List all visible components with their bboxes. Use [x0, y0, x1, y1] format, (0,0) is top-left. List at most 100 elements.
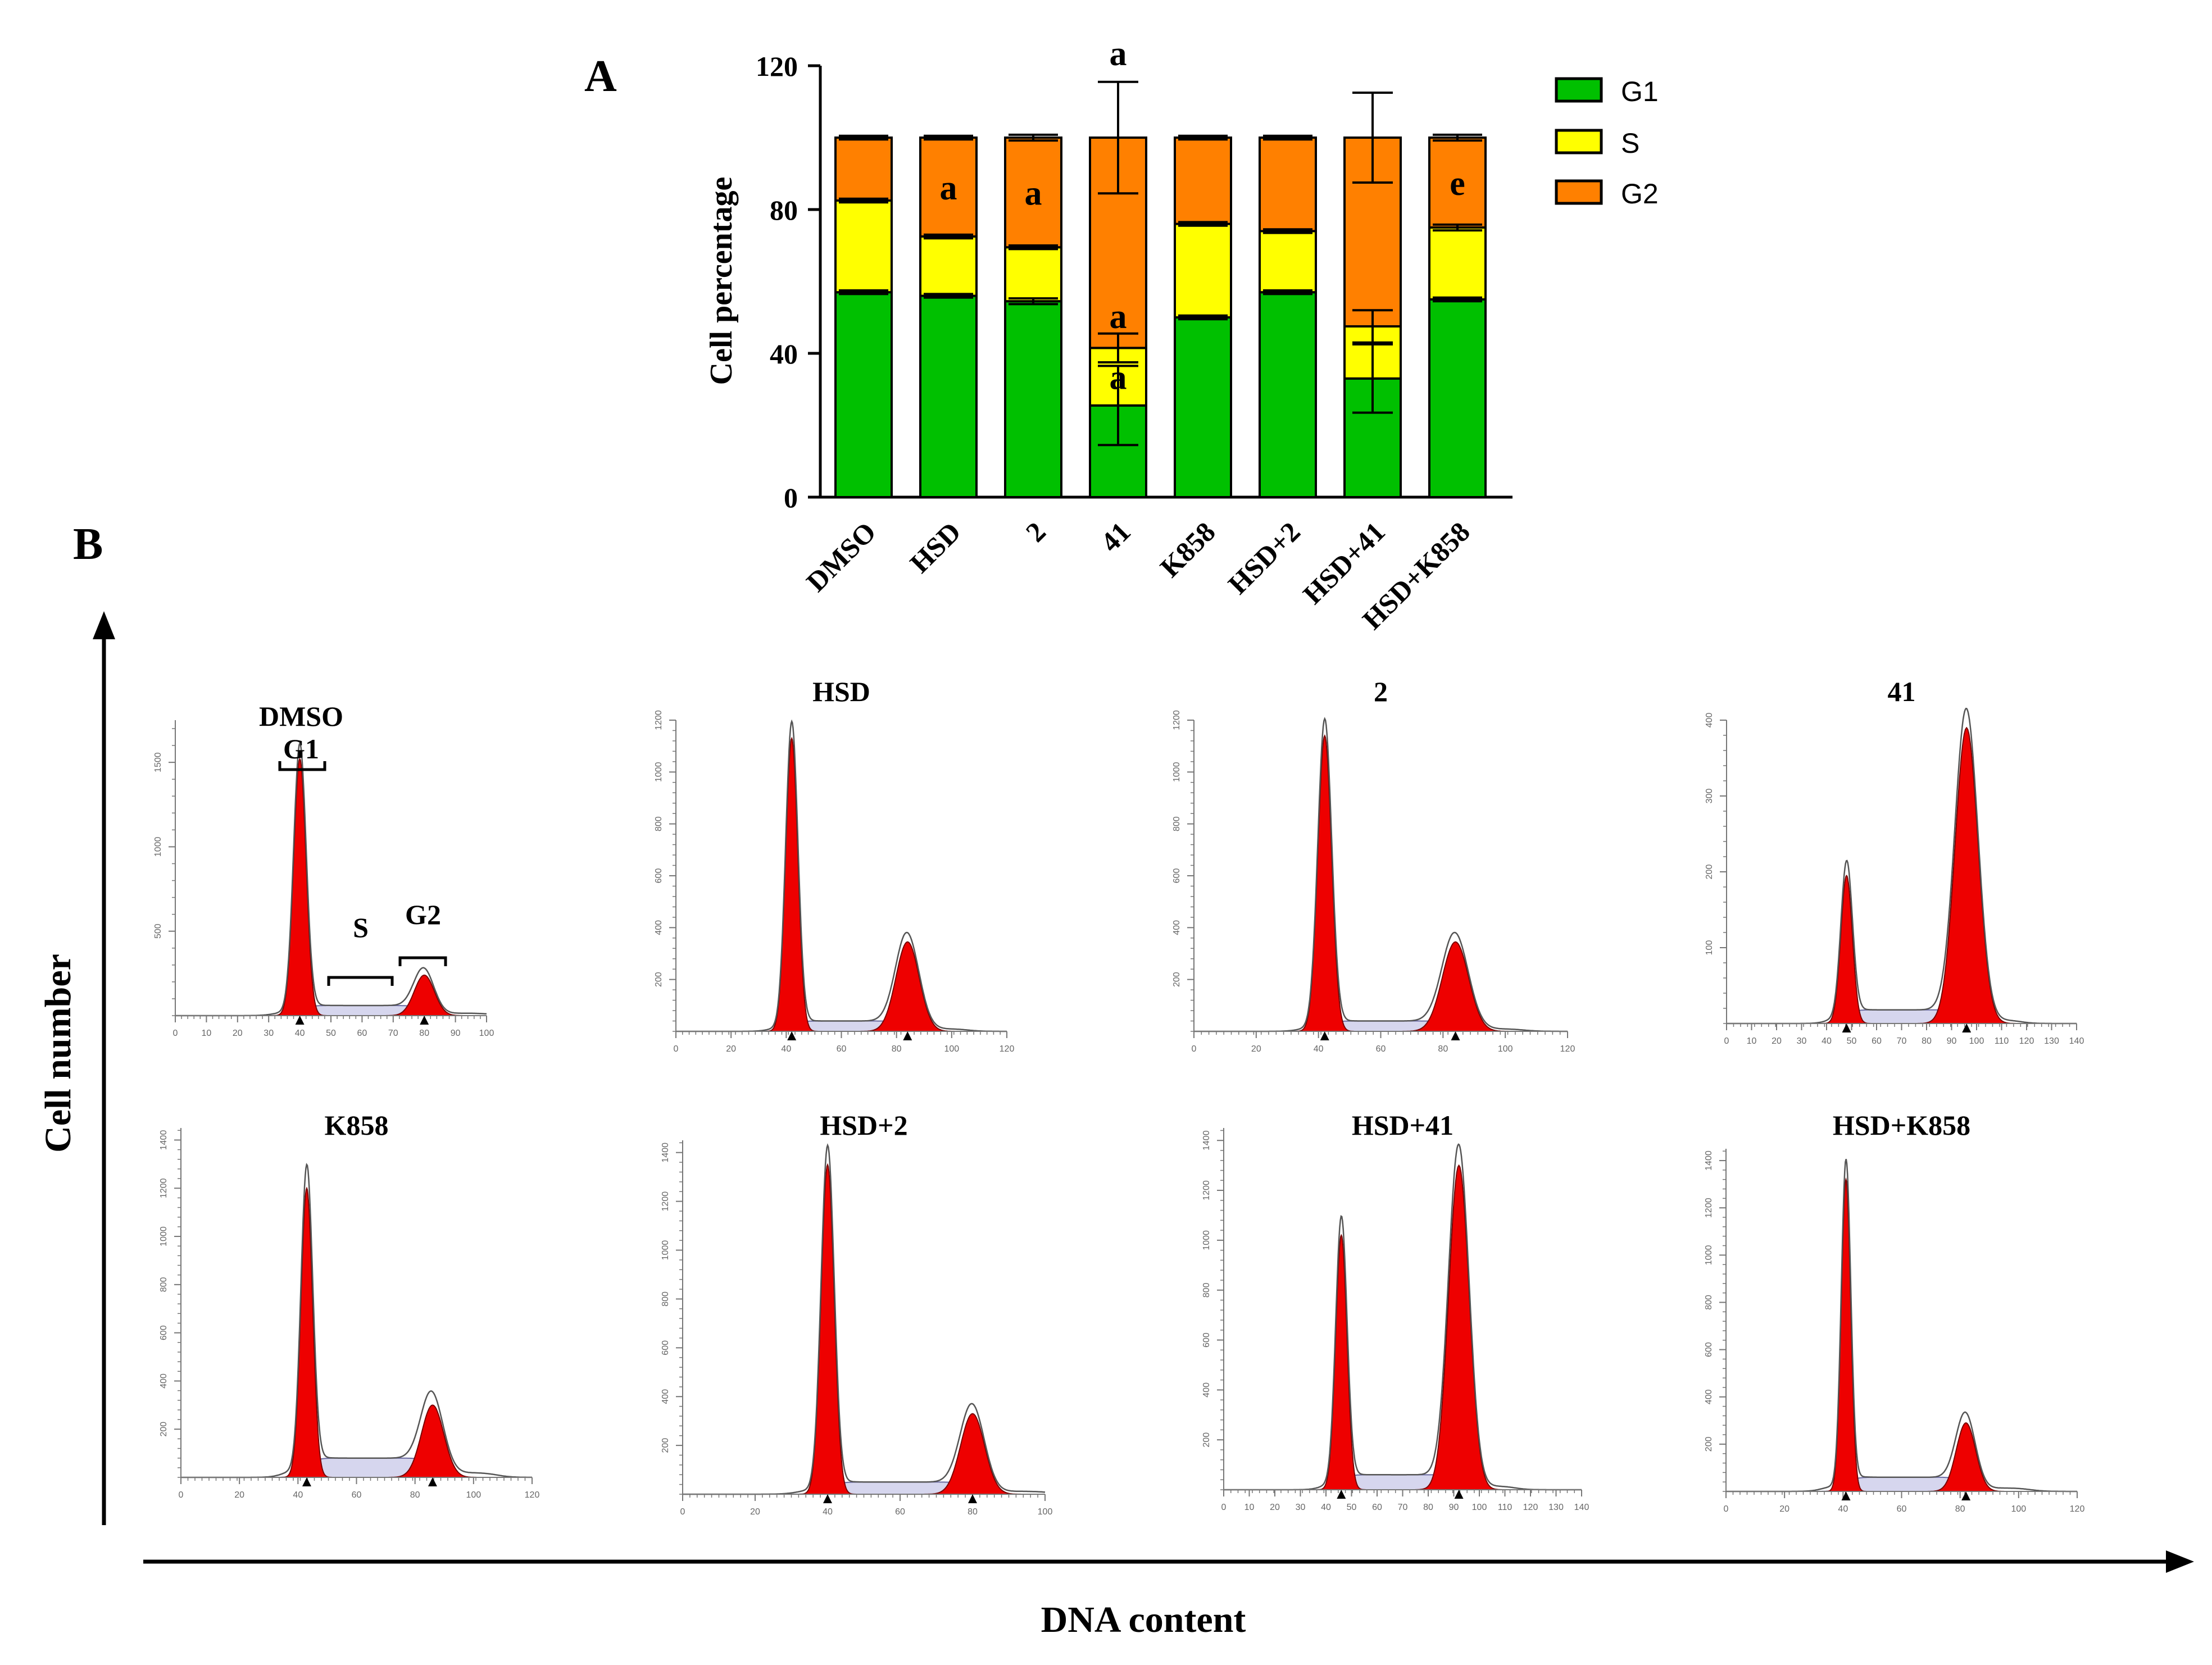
histogram-y-tick-label: 600	[661, 1340, 670, 1355]
histogram-hsd-plus-41: 0 10 20 30 40 50 60 70 80 90 100 110 120 130 140 200 400…	[1202, 1109, 1589, 1512]
histogram-x-tick-label: 0	[1221, 1503, 1227, 1512]
histogram-x-tick-label: 130	[1548, 1503, 1564, 1512]
peak-position-marker	[302, 1477, 311, 1486]
histogram-title: HSD+41	[1352, 1109, 1454, 1141]
histogram-x-tick-label: 60	[357, 1029, 367, 1038]
histogram-x-tick-label: 90	[1947, 1036, 1957, 1046]
panel-label-b: B	[73, 520, 103, 569]
bar-segment-g1	[1428, 298, 1487, 498]
histogram-y-tick-label: 1000	[153, 837, 163, 857]
histogram-y-tick-label: 600	[1704, 1342, 1714, 1357]
significance-letter: a	[1025, 175, 1042, 213]
histogram-fit-curve	[1194, 717, 1568, 1032]
histogram-g2-peak	[1918, 726, 2016, 1024]
histogram-g2-peak	[382, 974, 466, 1016]
histogram-x-tick-label: 40	[1822, 1036, 1832, 1046]
histogram-y-tick-label: 400	[661, 1389, 670, 1404]
histogram-title: 2	[1374, 676, 1388, 707]
histogram-y-tick-label: 1000	[1202, 1230, 1211, 1250]
histogram-y-tick-label: 1400	[1704, 1150, 1714, 1171]
histogram-y-tick-label: 1200	[159, 1178, 169, 1198]
histogram-g1-peak	[765, 736, 818, 1032]
legend-swatch-g2	[1555, 179, 1603, 205]
histogram-y-tick-label: 1000	[654, 762, 664, 782]
dmso-panel-title: DMSO	[259, 700, 343, 732]
histogram-x-tick-label: 0	[1724, 1036, 1729, 1046]
histogram-title: 41	[1888, 676, 1916, 707]
g1-gate-bracket	[278, 761, 326, 771]
histogram-x-tick-label: 50	[1847, 1036, 1857, 1046]
bar-x-tick-label: 2	[1020, 516, 1052, 548]
histogram-g1-peak	[273, 757, 327, 1016]
peak-position-marker	[295, 1016, 305, 1025]
histogram-x-tick-label: 90	[1449, 1503, 1459, 1512]
histogram-x-tick-label: 60	[1372, 1503, 1382, 1512]
histogram-x-tick-label: 60	[1872, 1036, 1882, 1046]
significance-letter: a	[1110, 35, 1127, 73]
g2-gate-label: G2	[405, 899, 441, 930]
histogram-x-tick-label: 0	[674, 1044, 679, 1054]
histogram-x-tick-label: 0	[1192, 1044, 1197, 1054]
histogram-x-tick-label: 0	[1724, 1504, 1729, 1514]
histogram-g2-peak	[1925, 1422, 2007, 1492]
histogram-title: HSD+2	[820, 1109, 907, 1141]
histogram-hsd-plus-k858: 0 20 40 60 80 100 120 200 400 600 800 1000 1200 1400 H…	[1704, 1109, 2084, 1514]
histogram-y-tick-label: 1200	[1202, 1180, 1211, 1200]
peak-position-marker	[1841, 1491, 1851, 1500]
dna-content-arrow-head	[2166, 1550, 2194, 1573]
bar-x-tick-label: 41	[1094, 516, 1137, 558]
histogram-x-tick-label: 100	[1472, 1503, 1487, 1512]
histogram-x-tick-label: 60	[1376, 1044, 1386, 1054]
legend: G1 S G2	[1555, 76, 1659, 210]
legend-swatch-s	[1555, 129, 1603, 154]
histogram-y-tick-label: 200	[661, 1438, 670, 1453]
histogram-g1-peak	[281, 1186, 332, 1478]
histogram-x-tick-label: 130	[2044, 1036, 2059, 1046]
histogram-y-tick-label: 1000	[661, 1240, 670, 1261]
histogram-x-tick-label: 80	[1922, 1036, 1932, 1046]
histogram-g1-peak	[1822, 875, 1871, 1024]
bar-x-tick-label: DMSO	[800, 516, 882, 598]
histogram-x-tick-label: 110	[1995, 1036, 2009, 1046]
histogram-x-tick-label: 20	[1772, 1036, 1782, 1046]
bar-segment-g1	[919, 294, 978, 498]
histogram-y-tick-label: 200	[159, 1422, 169, 1437]
histogram-x-tick-label: 20	[1270, 1503, 1280, 1512]
histogram-x-tick-label: 60	[837, 1044, 847, 1054]
histogram-outer-axes: Cell number DNA content	[38, 611, 2194, 1640]
histogram-x-tick-label: 40	[1838, 1504, 1848, 1514]
histogram-x-tick-label: 140	[2069, 1036, 2084, 1046]
peak-position-marker	[428, 1477, 437, 1486]
bar-segment-g2	[834, 137, 893, 202]
dmso-gate-annotations: DMSO G1 S G2	[259, 700, 447, 986]
legend-swatch-g1	[1555, 77, 1603, 103]
histogram-y-tick-label: 1400	[661, 1143, 670, 1163]
histogram-y-tick-label: 600	[654, 868, 664, 884]
histogram-41: 0 10 20 30 40 50 60 70 80 90 100 110 120 130 140 100 200…	[1705, 676, 2084, 1046]
histogram-y-tick-label: 800	[159, 1277, 169, 1292]
histogram-x-tick-label: 40	[823, 1507, 833, 1517]
histogram-x-tick-label: 100	[944, 1044, 959, 1054]
histogram-dmso: 0 10 20 30 40 50 60 70 80 90 100 500 1000 1500	[153, 720, 494, 1038]
significance-letter: a	[940, 169, 957, 207]
histogram-y-tick-label: 400	[159, 1373, 169, 1389]
histogram-hsd-plus-2: 0 20 40 60 80 100 200 400 600 800 1000 1200 1400 HSD+…	[661, 1109, 1052, 1517]
peak-position-marker	[1451, 1031, 1460, 1040]
histogram-y-tick-label: 200	[654, 972, 664, 987]
histogram-g2-peak	[385, 1404, 479, 1478]
histogram-y-tick-label: 1000	[1704, 1245, 1714, 1265]
histogram-y-tick-label: 800	[654, 816, 664, 831]
histogram-x-tick-label: 0	[179, 1490, 184, 1500]
peak-position-marker	[1842, 1023, 1851, 1032]
histogram-y-tick-label: 200	[1704, 1436, 1714, 1452]
histogram-fit-curve	[175, 741, 487, 1017]
bar-segment-g2	[1004, 137, 1062, 249]
histogram-y-tick-label: 300	[1705, 789, 1714, 804]
histogram-fit-curve	[676, 719, 1007, 1032]
bar-segment-g2	[1259, 137, 1317, 233]
cell-number-arrow-head	[93, 611, 115, 639]
histogram-x-tick-label: 10	[1244, 1503, 1255, 1512]
histogram-title: HSD+K858	[1833, 1109, 1970, 1141]
